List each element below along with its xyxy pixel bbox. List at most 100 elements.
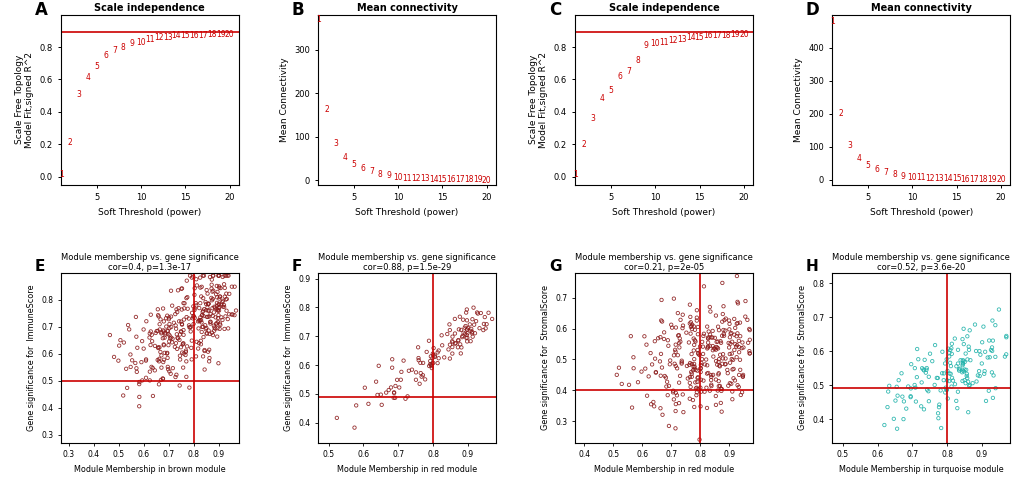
Point — [707, 346, 723, 354]
Point — [204, 329, 220, 337]
Point — [175, 331, 192, 339]
Point — [193, 316, 209, 324]
Point — [206, 322, 222, 330]
Point — [446, 330, 463, 338]
Point — [449, 337, 466, 344]
Text: 5: 5 — [94, 62, 99, 71]
Point — [187, 302, 204, 309]
Point — [958, 356, 974, 364]
Point — [902, 384, 918, 392]
Point — [958, 333, 974, 340]
Point — [951, 365, 967, 372]
Point — [720, 343, 737, 351]
X-axis label: Module Membership in turquoise module: Module Membership in turquoise module — [838, 465, 1003, 474]
Point — [143, 328, 159, 336]
X-axis label: Soft Threshold (power): Soft Threshold (power) — [611, 208, 715, 216]
Point — [462, 327, 478, 335]
Point — [642, 400, 658, 408]
Text: 2: 2 — [839, 109, 843, 118]
Point — [203, 294, 219, 302]
Point — [378, 389, 394, 397]
Point — [937, 376, 954, 384]
Point — [984, 371, 1001, 379]
Point — [739, 339, 755, 347]
Point — [952, 356, 968, 364]
Point — [138, 357, 154, 365]
Point — [731, 348, 747, 356]
Point — [610, 364, 627, 371]
Point — [728, 272, 744, 280]
Point — [430, 354, 446, 362]
Point — [679, 374, 695, 382]
X-axis label: Module Membership in brown module: Module Membership in brown module — [74, 465, 225, 474]
Point — [217, 272, 233, 279]
Point — [457, 330, 473, 338]
Point — [957, 366, 973, 374]
Point — [715, 330, 732, 338]
Point — [701, 387, 717, 395]
Point — [902, 392, 918, 400]
Point — [186, 314, 203, 322]
Point — [893, 369, 909, 377]
Point — [914, 366, 930, 373]
X-axis label: Module Membership in red module: Module Membership in red module — [593, 465, 734, 474]
Point — [106, 353, 122, 361]
Point — [734, 372, 750, 380]
Point — [933, 348, 950, 356]
Point — [193, 337, 209, 345]
Point — [956, 366, 972, 373]
Point — [709, 323, 726, 331]
Point — [897, 405, 913, 413]
Point — [920, 373, 936, 381]
Point — [214, 303, 230, 310]
Text: 1: 1 — [59, 170, 63, 180]
Point — [658, 378, 675, 386]
Point — [469, 309, 485, 317]
Text: C: C — [548, 1, 560, 19]
Text: 6: 6 — [360, 164, 365, 173]
Point — [207, 325, 223, 333]
Point — [195, 307, 211, 314]
Point — [466, 321, 482, 329]
Point — [151, 357, 167, 365]
Point — [173, 321, 190, 329]
Point — [931, 387, 948, 395]
Point — [161, 324, 177, 332]
Point — [127, 359, 144, 367]
Point — [177, 351, 194, 359]
Point — [652, 350, 668, 358]
Point — [124, 356, 141, 364]
Point — [646, 355, 662, 363]
Text: 14: 14 — [685, 33, 695, 42]
Point — [957, 379, 973, 387]
Y-axis label: Mean Connectivity: Mean Connectivity — [793, 58, 802, 142]
Point — [721, 340, 738, 348]
Text: 2: 2 — [324, 105, 329, 114]
Point — [208, 290, 224, 298]
Point — [153, 376, 169, 384]
Point — [131, 378, 148, 386]
Point — [701, 308, 717, 315]
Point — [726, 346, 742, 354]
Text: 17: 17 — [198, 31, 208, 40]
Point — [192, 284, 208, 292]
Point — [178, 313, 195, 321]
Point — [688, 391, 704, 399]
Point — [969, 371, 985, 379]
Point — [201, 307, 217, 314]
Point — [217, 312, 233, 320]
Point — [191, 304, 207, 312]
Point — [949, 360, 965, 368]
Point — [205, 331, 221, 339]
Point — [149, 327, 165, 335]
Point — [205, 312, 221, 320]
Point — [185, 312, 202, 320]
Point — [181, 323, 198, 331]
Point — [209, 293, 225, 301]
Point — [201, 346, 217, 354]
Point — [328, 414, 344, 422]
Point — [980, 337, 997, 344]
Point — [410, 343, 426, 351]
Point — [423, 364, 439, 372]
Point — [685, 360, 701, 368]
